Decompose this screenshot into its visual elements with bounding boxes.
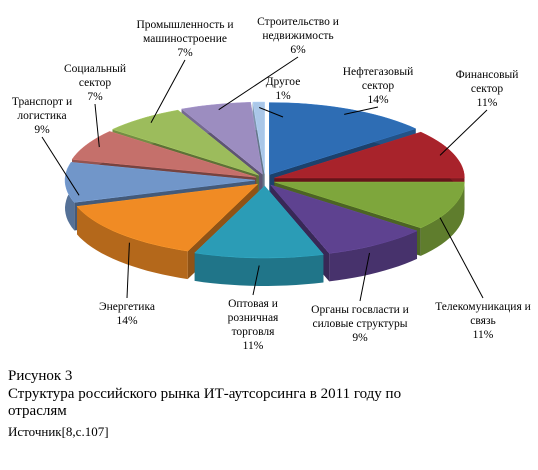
category-name: Промышленность и машиностроение (136, 19, 234, 45)
slice-top (76, 183, 259, 252)
slice-label: Оптовая и розничная торговля 11% (213, 297, 293, 353)
category-name: Социальный сектор (64, 63, 126, 89)
slice-label: Телекомуникация и связь 11% (428, 300, 538, 342)
figure-label: Рисунок 3 (8, 368, 73, 384)
leader-line (252, 265, 260, 296)
slice-top (274, 181, 465, 229)
category-name: Телекомуникация и связь (435, 301, 531, 327)
slice-side (194, 252, 324, 286)
leader-line (126, 242, 130, 299)
slice-top (71, 131, 257, 178)
slice-label: Нефтегазовый сектор 14% (333, 65, 423, 107)
value-label: 1% (275, 90, 291, 102)
leader-line (94, 103, 100, 148)
value-label: 7% (177, 47, 193, 59)
slice-top (269, 102, 417, 175)
value-label: 9% (352, 332, 368, 344)
slice-label: Финансовый сектор 11% (442, 68, 532, 110)
value-label: 9% (34, 124, 50, 136)
category-name: Органы госвласти и силовые структуры (311, 304, 409, 330)
value-label: 11% (476, 97, 498, 109)
category-name: Энергетика (99, 301, 155, 313)
slice-label: Другое 1% (258, 75, 308, 103)
value-label: 11% (242, 340, 264, 352)
category-name: Нефтегазовый сектор (342, 66, 414, 92)
slice (194, 185, 324, 286)
slice-side (77, 206, 188, 280)
category-name: Транспорт и логистика (11, 96, 73, 122)
slice-top (274, 131, 465, 179)
slice-top (269, 184, 418, 254)
leader-line (259, 107, 284, 118)
slice-top (252, 101, 265, 175)
slice-side (329, 230, 417, 282)
leader-line (344, 106, 379, 115)
value-label: 14% (367, 94, 389, 106)
slice-top (194, 185, 324, 259)
slice-label: Социальный сектор 7% (60, 62, 130, 104)
leader-line (218, 56, 299, 111)
leader-line (439, 217, 484, 299)
slice-label: Энергетика 14% (77, 300, 177, 328)
leader-line (41, 136, 80, 196)
leader-line (439, 109, 488, 156)
category-name: Другое (265, 76, 301, 88)
slice-top (181, 102, 263, 175)
slice-label: Транспорт и логистика 9% (0, 95, 84, 137)
value-label: 14% (116, 315, 138, 327)
source: Источник[8,с.107] (8, 424, 109, 439)
slice-side (420, 182, 465, 256)
category-name: Финансовый сектор (455, 69, 519, 95)
category-name: Оптовая и розничная торговля (227, 298, 279, 338)
leader-line (150, 59, 186, 123)
slice (76, 183, 259, 280)
category-name: Строительство и недвижимость (257, 16, 339, 42)
value-label: 6% (290, 44, 306, 56)
slice-label: Промышленность и машиностроение 7% (130, 18, 240, 60)
slice-top (64, 162, 256, 203)
value-label: 11% (472, 329, 494, 341)
value-label: 7% (87, 91, 103, 103)
slice-label: Строительство и недвижимость 6% (248, 15, 348, 57)
slice-top (111, 109, 260, 176)
slice-label: Органы госвласти и силовые структуры 9% (310, 303, 410, 345)
leader-line (359, 252, 370, 302)
chart-title: Структура российского рынка ИТ-аутсорсин… (8, 386, 402, 419)
